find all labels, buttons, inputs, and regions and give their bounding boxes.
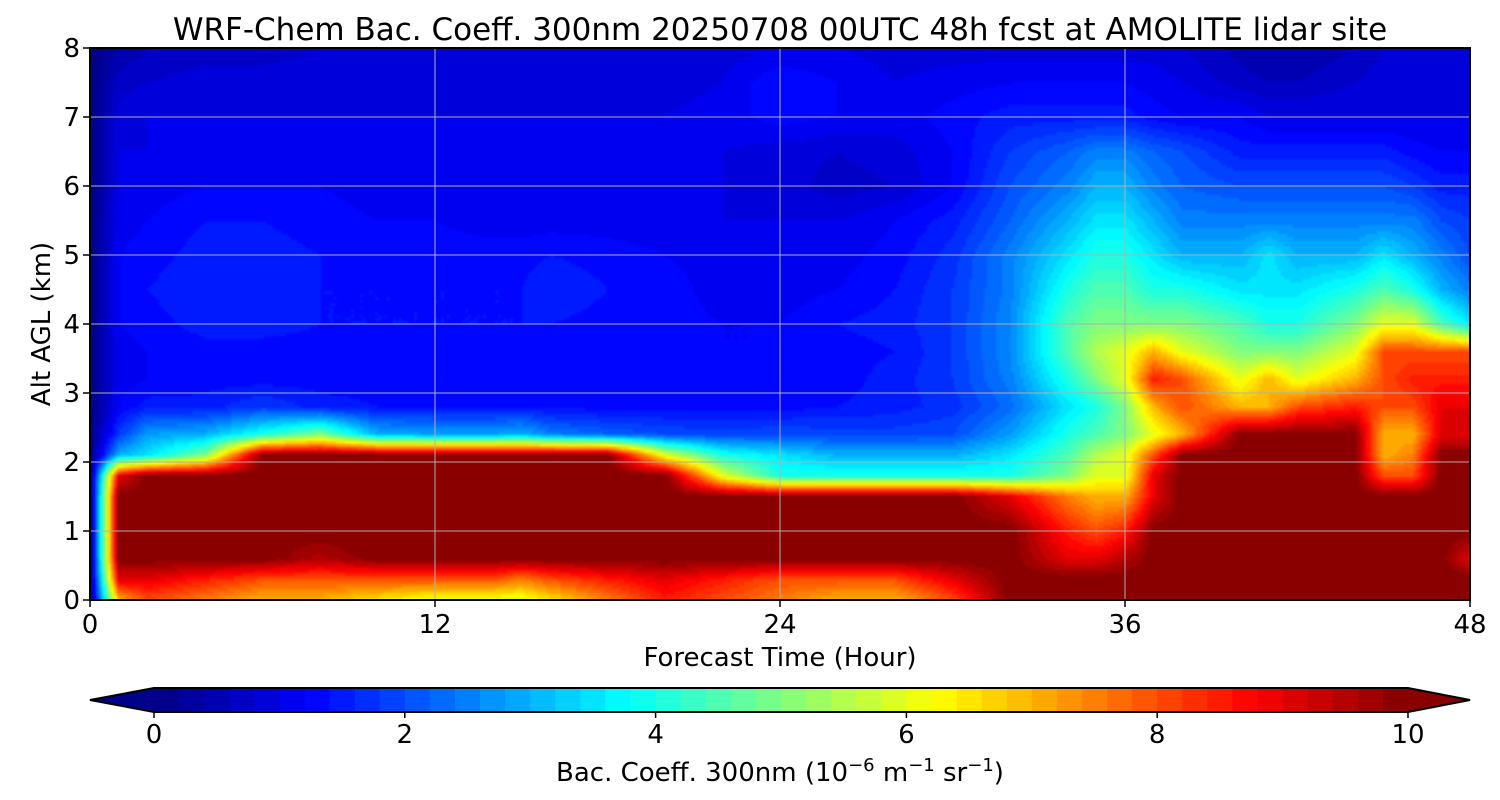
colorbar-segment xyxy=(555,688,581,712)
x-tick-label: 48 xyxy=(1453,610,1486,640)
colorbar-segment xyxy=(1257,688,1284,712)
colorbar-segment xyxy=(354,688,381,712)
colorbar-segment xyxy=(304,688,331,712)
colorbar-segment xyxy=(1031,688,1058,712)
x-tick-label: 36 xyxy=(1108,610,1141,640)
colorbar-tick-label: 6 xyxy=(898,720,915,750)
colorbar-segment xyxy=(1282,688,1309,712)
colorbar-segment xyxy=(605,688,632,712)
colorbar-segment xyxy=(404,688,431,712)
colorbar-segment xyxy=(755,688,782,712)
y-tick-label: 3 xyxy=(63,379,80,409)
x-tick-label: 24 xyxy=(763,610,796,640)
colorbar-segment xyxy=(956,688,983,712)
chart-title: WRF-Chem Bac. Coeff. 300nm 20250708 00UT… xyxy=(173,12,1387,48)
colorbar-segment xyxy=(1207,688,1234,712)
colorbar-segment xyxy=(505,688,531,712)
x-axis: 0 12 24 36 48 xyxy=(82,600,1487,640)
colorbar-segment xyxy=(254,688,280,712)
colorbar-segment xyxy=(1332,688,1359,712)
colorbar-segment xyxy=(981,688,1008,712)
colorbar-segment xyxy=(454,688,481,712)
y-tick-label: 7 xyxy=(63,103,80,133)
colorbar-segment xyxy=(680,688,707,712)
colorbar-tick-label: 0 xyxy=(146,720,163,750)
colorbar-segment xyxy=(1182,688,1208,712)
colorbar-segment xyxy=(1357,688,1384,712)
colorbar-segment xyxy=(655,688,682,712)
y-tick-label: 4 xyxy=(63,310,80,340)
colorbar-label: Bac. Coeff. 300nm (10−6 m−1 sr−1) xyxy=(556,755,1004,788)
colorbar-segment xyxy=(1081,688,1108,712)
colorbar-segment xyxy=(831,688,857,712)
colorbar-ticks: 0 2 4 6 8 10 xyxy=(146,712,1425,750)
colorbar-segment xyxy=(480,688,506,712)
colorbar-segment xyxy=(806,688,832,712)
colorbar-segment xyxy=(1132,688,1158,712)
colorbar-extend-low xyxy=(90,688,155,712)
x-tick-label: 0 xyxy=(82,610,99,640)
y-tick-label: 2 xyxy=(63,448,80,478)
colorbar-segment xyxy=(279,688,306,712)
colorbar-segment xyxy=(881,688,907,712)
colorbar-segment xyxy=(705,688,732,712)
colorbar-segment xyxy=(179,688,205,712)
colorbar-segment xyxy=(204,688,230,712)
colorbar-segment xyxy=(1232,688,1259,712)
colorbar-segment xyxy=(906,688,933,712)
colorbar-tick-label: 8 xyxy=(1149,720,1166,750)
plot-area xyxy=(89,47,1471,601)
grid-lines xyxy=(90,48,1470,600)
y-tick-label: 0 xyxy=(63,586,80,616)
x-tick-label: 12 xyxy=(418,610,451,640)
colorbar-segment xyxy=(580,688,607,712)
colorbar-segment xyxy=(429,688,456,712)
colorbar-segment xyxy=(781,688,807,712)
y-axis: 0 1 2 3 4 5 6 7 8 xyxy=(63,34,90,616)
y-axis-label: Alt AGL (km) xyxy=(27,242,57,406)
colorbar-segment xyxy=(1157,688,1183,712)
colorbar-segment xyxy=(1056,688,1083,712)
y-tick-label: 5 xyxy=(63,241,80,271)
colorbar-extend-high xyxy=(1407,688,1470,712)
colorbar-segment xyxy=(630,688,657,712)
y-tick-label: 1 xyxy=(63,517,80,547)
colorbar-segment xyxy=(856,688,882,712)
colorbar-tick-label: 10 xyxy=(1391,720,1424,750)
x-axis-label: Forecast Time (Hour) xyxy=(643,643,916,673)
colorbar-segment xyxy=(1107,688,1133,712)
y-tick-label: 6 xyxy=(63,172,80,202)
colorbar-segment xyxy=(1006,688,1033,712)
colorbar-segment xyxy=(1307,688,1334,712)
colorbar: 0 2 4 6 8 10 Bac. Coeff. 300nm (10−6 m−1 sr−1… xyxy=(89,687,1471,788)
colorbar-segment xyxy=(1382,688,1409,712)
colorbar-tick-label: 2 xyxy=(397,720,414,750)
colorbar-tick-label: 4 xyxy=(647,720,664,750)
colorbar-segment xyxy=(229,688,255,712)
colorbar-segment xyxy=(931,688,958,712)
y-tick-label: 8 xyxy=(63,34,80,64)
colorbar-segment xyxy=(530,688,556,712)
colorbar-segment xyxy=(730,688,757,712)
colorbar-segment xyxy=(154,688,180,712)
colorbar-segment xyxy=(379,688,406,712)
colorbar-segment xyxy=(329,688,356,712)
